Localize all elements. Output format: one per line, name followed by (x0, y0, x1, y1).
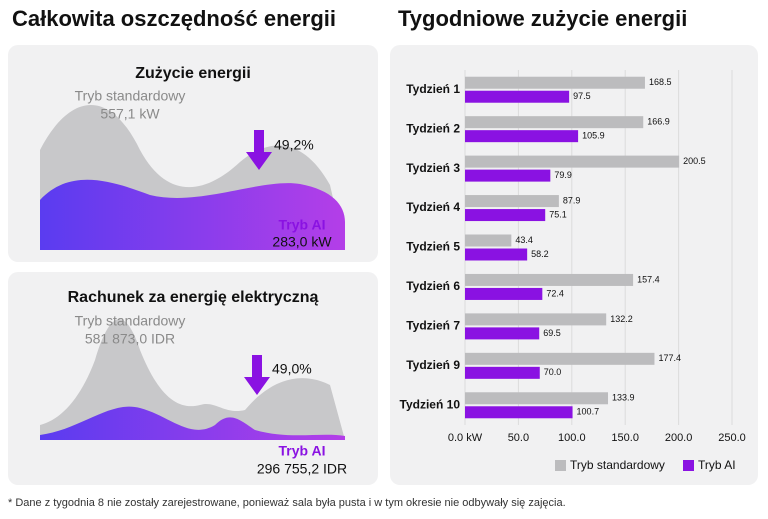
value-label: 200.5 (683, 156, 706, 166)
y-tick-label: Tydzień 1 (406, 82, 460, 96)
value-label: 97.5 (573, 91, 591, 101)
value-label: 132.2 (610, 314, 633, 324)
standard-label: Tryb standardowy (75, 88, 186, 104)
value-label: 70.0 (544, 367, 562, 377)
bar (465, 195, 559, 208)
wave-ai (40, 179, 345, 250)
y-tick-label: Tydzień 6 (406, 279, 460, 293)
y-tick-label: Tydzień 9 (406, 358, 460, 372)
value-label: 168.5 (649, 77, 672, 87)
value-label: 75.1 (549, 209, 567, 219)
legend-label: Tryb standardowy (570, 458, 665, 472)
wave-ai (40, 406, 345, 440)
change: 49,0% (272, 361, 312, 377)
bar (465, 209, 546, 222)
y-tick-label: Tydzień 5 (406, 240, 460, 254)
value-label: 69.5 (543, 328, 561, 338)
y-tick-label: Tydzień 10 (400, 397, 461, 411)
standard-value: 557,1 kW (100, 106, 160, 122)
bar (465, 366, 540, 379)
bar (465, 169, 551, 182)
bar (465, 273, 634, 286)
ai-value: 283,0 kW (272, 234, 332, 250)
x-tick-label: 250.0 (718, 432, 746, 444)
standard-label: Tryb standardowy (75, 313, 186, 329)
left-title: Całkowita oszczędność energii (12, 6, 336, 31)
legend-swatch (555, 460, 566, 471)
value-label: 133.9 (612, 393, 635, 403)
value-label: 166.9 (647, 117, 670, 127)
ai-label: Tryb AI (279, 217, 326, 233)
arrow-down (246, 130, 272, 170)
bar (465, 392, 609, 405)
legend-label: Tryb AI (698, 458, 736, 472)
value-label: 72.4 (546, 288, 564, 298)
bar (465, 287, 543, 300)
bar (465, 248, 528, 261)
x-tick-label: 50.0 (508, 432, 529, 444)
bar (465, 130, 579, 143)
ai-label: Tryb AI (279, 443, 326, 459)
value-label: 105.9 (582, 131, 605, 141)
bar (465, 90, 570, 103)
value-label: 58.2 (531, 249, 549, 259)
bar (465, 327, 540, 340)
standard-value: 581 873,0 IDR (85, 331, 175, 347)
y-tick-label: Tydzień 2 (406, 121, 460, 135)
bar (465, 352, 655, 365)
value-label: 43.4 (515, 235, 533, 245)
value-label: 100.7 (577, 407, 600, 417)
panel (390, 45, 758, 485)
bar (465, 76, 645, 89)
y-tick-label: Tydzień 3 (406, 161, 460, 175)
arrow-down (244, 355, 270, 395)
value-label: 157.4 (637, 274, 660, 284)
right-title: Tygodniowe zużycie energii (398, 6, 687, 31)
x-tick-label: 150.0 (611, 432, 639, 444)
value-label: 177.4 (658, 353, 681, 363)
bar (465, 234, 512, 247)
x-tick-label: 100.0 (558, 432, 586, 444)
panel-title: Zużycie energii (135, 65, 251, 82)
bar (465, 155, 680, 168)
y-tick-label: Tydzień 7 (406, 319, 460, 333)
legend-swatch (683, 460, 694, 471)
footnote: * Dane z tygodnia 8 nie zostały zarejest… (8, 497, 566, 509)
y-tick-label: Tydzień 4 (406, 200, 460, 214)
bar-chart: 0.0 kW 50.0 100.0 150.0 200.0 250.0 Tydzień 1 1… (400, 70, 746, 472)
change: 49,2% (274, 137, 314, 153)
bar (465, 313, 607, 326)
bar (465, 406, 573, 419)
value-label: 87.9 (563, 195, 581, 205)
panel-title: Rachunek za energię elektryczną (68, 289, 319, 306)
ai-value: 296 755,2 IDR (257, 461, 347, 477)
bar (465, 116, 644, 129)
value-label: 79.9 (554, 170, 572, 180)
x-tick-label: 200.0 (665, 432, 693, 444)
x-tick-label: 0.0 kW (448, 432, 483, 444)
